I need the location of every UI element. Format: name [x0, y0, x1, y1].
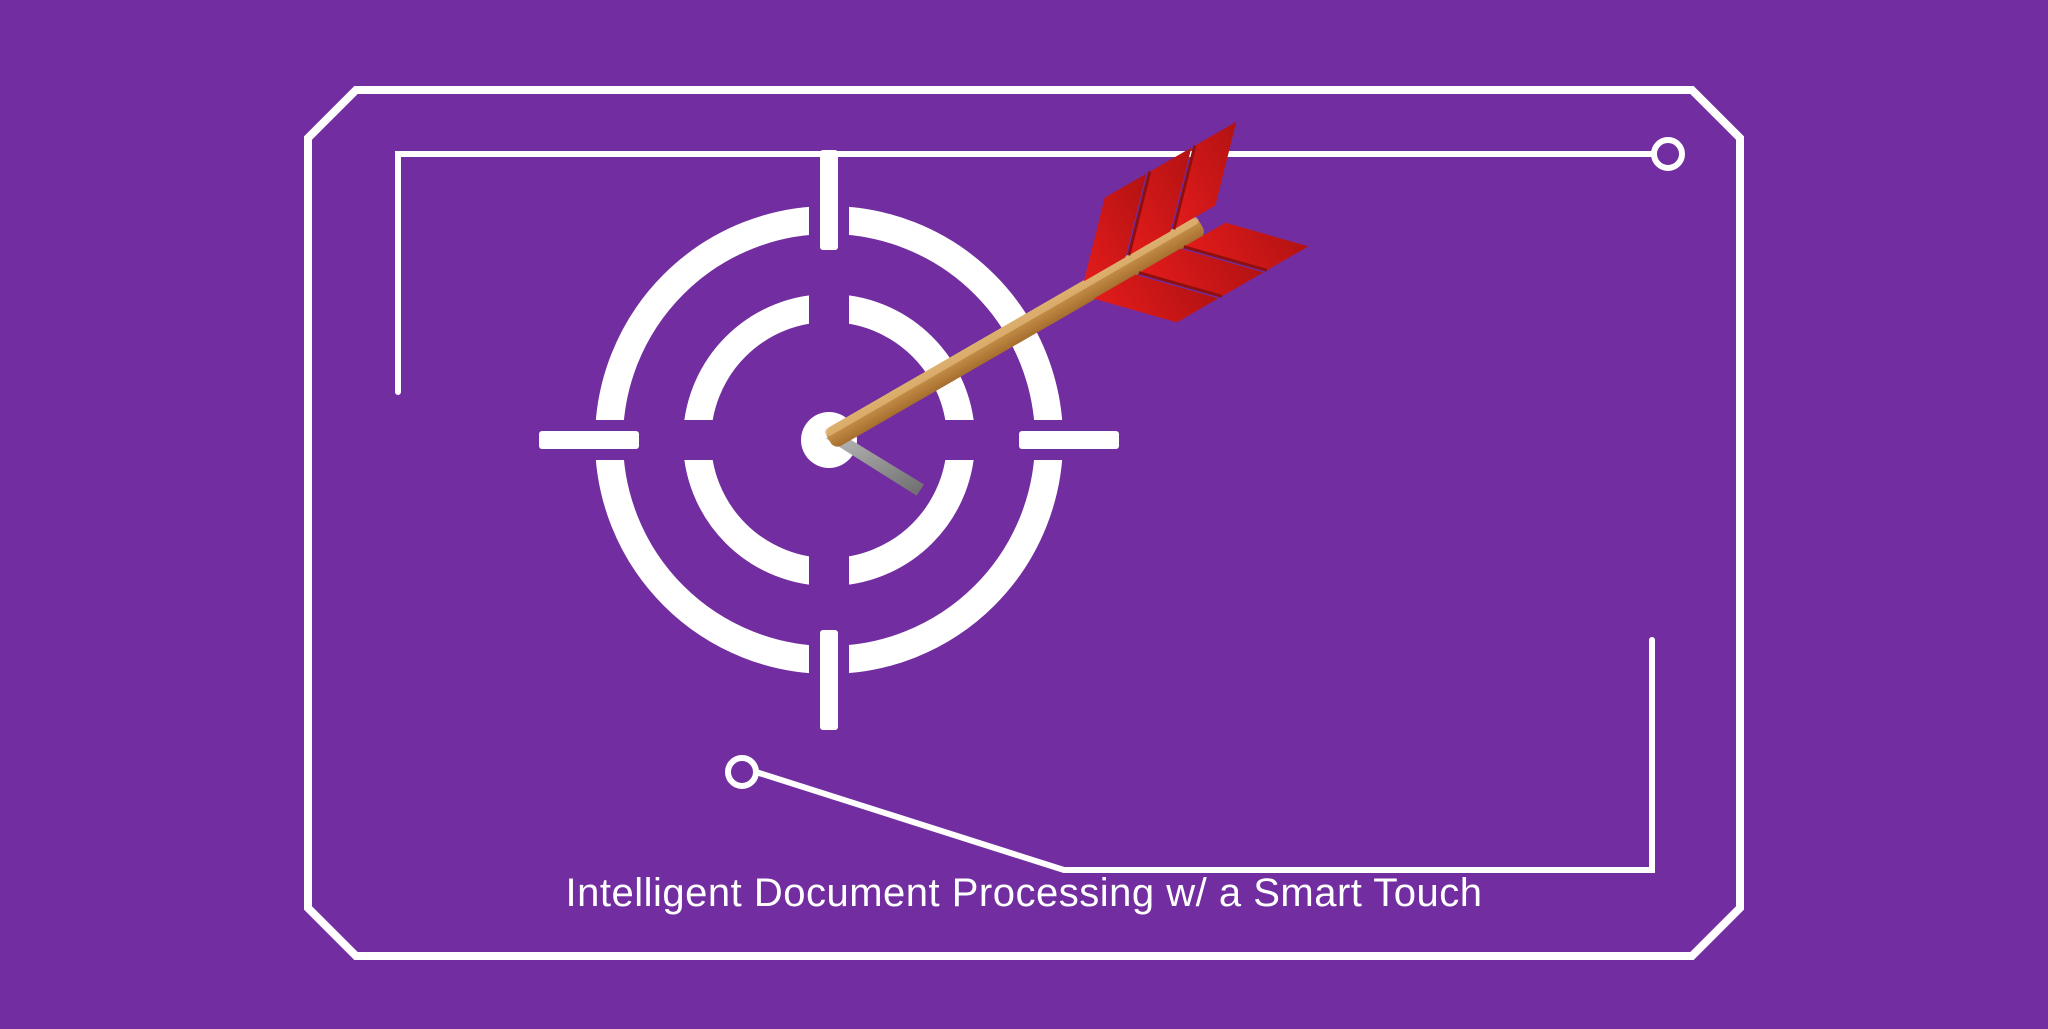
tagline-text: Intelligent Document Processing w/ a Sma… — [565, 871, 1482, 916]
infographic-stage: Intelligent Document Processing w/ a Sma… — [0, 0, 2048, 1024]
inner-bracket-bottom — [728, 640, 1652, 870]
